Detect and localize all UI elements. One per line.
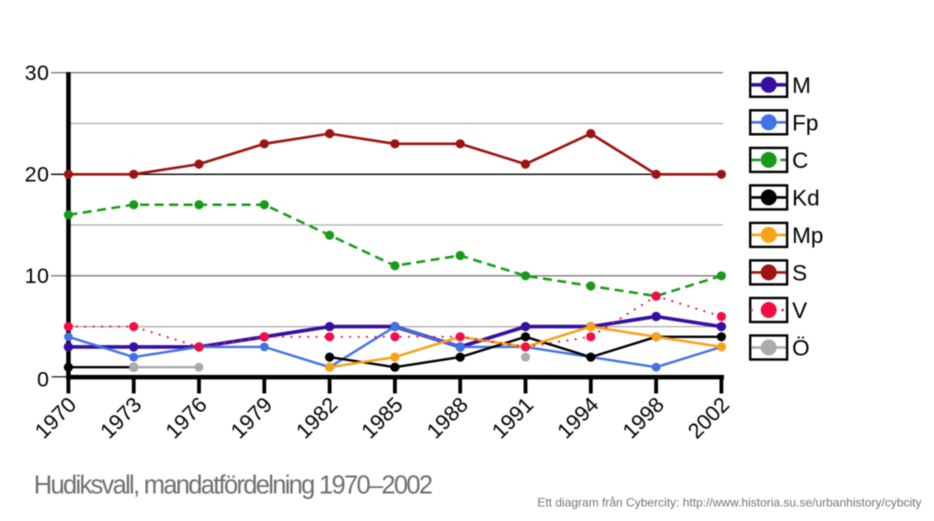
- svg-text:V: V: [792, 298, 807, 323]
- svg-text:Fp: Fp: [792, 110, 818, 135]
- svg-text:Ett diagram från Cybercity: ht: Ett diagram från Cybercity: http://www.h…: [537, 496, 921, 510]
- svg-text:Ö: Ö: [792, 336, 810, 361]
- svg-text:Kd: Kd: [792, 185, 820, 210]
- svg-text:S: S: [792, 260, 807, 285]
- svg-text:20: 20: [25, 163, 50, 187]
- svg-text:0: 0: [37, 368, 49, 392]
- svg-text:Mp: Mp: [792, 223, 823, 248]
- svg-text:Hudiksvall, mandatfördelning 1: Hudiksvall, mandatfördelning 1970–2002: [34, 472, 432, 500]
- svg-text:30: 30: [25, 61, 50, 85]
- svg-text:C: C: [792, 148, 808, 173]
- svg-text:10: 10: [25, 264, 50, 288]
- svg-text:M: M: [792, 73, 811, 98]
